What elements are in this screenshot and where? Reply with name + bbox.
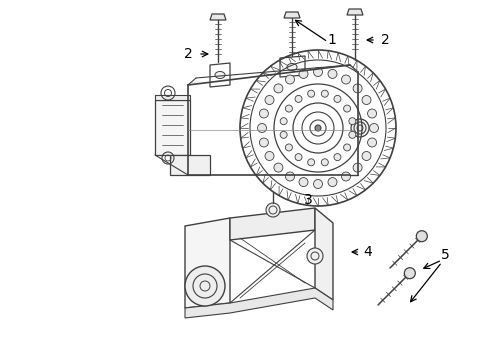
Circle shape	[298, 69, 307, 78]
Circle shape	[348, 131, 355, 138]
Circle shape	[294, 154, 302, 161]
Circle shape	[280, 118, 286, 125]
Circle shape	[273, 84, 283, 93]
Circle shape	[298, 177, 307, 186]
Text: 2: 2	[183, 47, 192, 61]
Polygon shape	[155, 100, 190, 155]
Text: 1: 1	[327, 33, 336, 47]
Circle shape	[404, 268, 414, 279]
Polygon shape	[284, 12, 299, 18]
Polygon shape	[209, 14, 225, 20]
Circle shape	[285, 172, 294, 181]
Circle shape	[361, 152, 370, 161]
Circle shape	[341, 75, 350, 84]
Circle shape	[367, 109, 376, 118]
Circle shape	[313, 68, 322, 77]
Circle shape	[294, 95, 302, 102]
Circle shape	[306, 248, 323, 264]
Circle shape	[343, 144, 350, 151]
Circle shape	[259, 109, 268, 118]
Circle shape	[367, 138, 376, 147]
Polygon shape	[346, 9, 362, 15]
Circle shape	[257, 123, 266, 132]
Circle shape	[285, 105, 292, 112]
Circle shape	[184, 266, 224, 306]
Circle shape	[361, 95, 370, 104]
Text: 4: 4	[363, 245, 372, 259]
Polygon shape	[170, 155, 209, 175]
Circle shape	[415, 231, 427, 242]
Text: 2: 2	[380, 33, 388, 47]
Circle shape	[327, 177, 336, 186]
Circle shape	[348, 118, 355, 125]
Circle shape	[264, 95, 273, 104]
Circle shape	[265, 203, 280, 217]
Circle shape	[307, 90, 314, 97]
Circle shape	[264, 152, 273, 161]
Circle shape	[273, 163, 283, 172]
Text: 5: 5	[440, 248, 448, 262]
Ellipse shape	[350, 119, 368, 137]
Circle shape	[333, 154, 340, 161]
Polygon shape	[229, 208, 314, 240]
Circle shape	[321, 159, 327, 166]
Circle shape	[314, 125, 320, 131]
Circle shape	[341, 172, 350, 181]
Circle shape	[333, 95, 340, 102]
Polygon shape	[314, 208, 332, 300]
Ellipse shape	[215, 72, 224, 78]
Polygon shape	[184, 218, 229, 308]
Circle shape	[285, 144, 292, 151]
Circle shape	[343, 105, 350, 112]
Polygon shape	[184, 288, 332, 318]
Circle shape	[352, 163, 361, 172]
Circle shape	[352, 84, 361, 93]
Circle shape	[327, 69, 336, 78]
Circle shape	[321, 90, 327, 97]
Circle shape	[369, 123, 378, 132]
Text: 3: 3	[303, 193, 312, 207]
Circle shape	[285, 75, 294, 84]
Circle shape	[307, 159, 314, 166]
Polygon shape	[155, 95, 190, 100]
Circle shape	[313, 180, 322, 189]
Circle shape	[280, 131, 286, 138]
Circle shape	[259, 138, 268, 147]
Ellipse shape	[286, 63, 296, 71]
